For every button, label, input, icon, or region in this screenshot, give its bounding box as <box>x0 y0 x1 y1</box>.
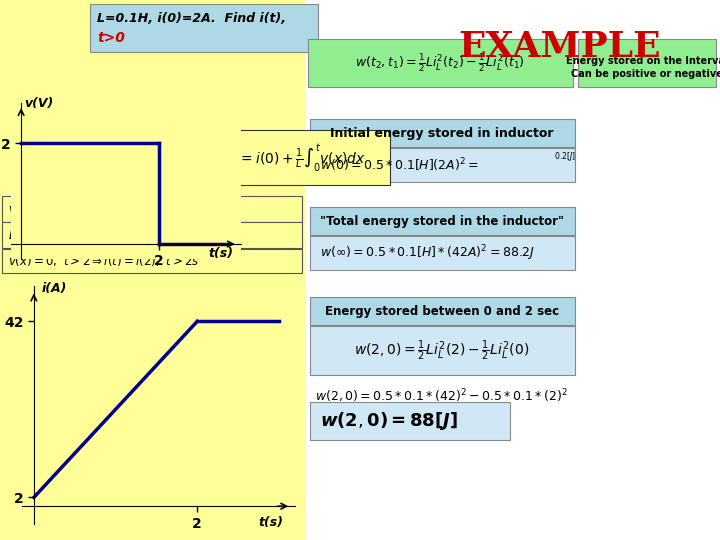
Text: t(s): t(s) <box>258 516 283 529</box>
Text: $\boldsymbol{w(2,0)=88[J]}$: $\boldsymbol{w(2,0)=88[J]}$ <box>320 410 458 432</box>
Text: $v(x)=0;\ t>2\Rightarrow i(t)=i(2);\ t>2s$: $v(x)=0;\ t>2\Rightarrow i(t)=i(2);\ t>2… <box>8 253 199 268</box>
Text: $^{0.2[J]}$: $^{0.2[J]}$ <box>554 152 576 164</box>
Bar <box>2 196 302 222</box>
Bar <box>90 4 318 52</box>
Text: $i(t)=i(0)+\frac{1}{L}\int_0^t v(x)dx$: $i(t)=i(0)+\frac{1}{L}\int_0^t v(x)dx$ <box>218 142 366 174</box>
Text: $v(x)=2\Rightarrow\int_0^t v(x)dx=2t;\ \ 0<t\leq 2$: $v(x)=2\Rightarrow\int_0^t v(x)dx=2t;\ \… <box>8 195 208 223</box>
Text: Energy stored on the Interval: Energy stored on the Interval <box>566 56 720 66</box>
Text: $L=0.1H\Rightarrow i(t)=2+20t;\ 0\leq t\leq 2s$: $L=0.1H\Rightarrow i(t)=2+20t;\ 0\leq t\… <box>8 227 210 242</box>
Text: Can be positive or negative: Can be positive or negative <box>571 69 720 79</box>
Text: Energy stored between 0 and 2 sec: Energy stored between 0 and 2 sec <box>325 305 559 318</box>
Text: $w(\infty)=0.5*0.1[H]*(42A)^2=88.2J$: $w(\infty)=0.5*0.1[H]*(42A)^2=88.2J$ <box>320 243 535 263</box>
Bar <box>308 39 573 87</box>
Bar <box>578 39 716 87</box>
Text: Initial energy stored in inductor: Initial energy stored in inductor <box>330 126 554 139</box>
Text: i(A): i(A) <box>42 282 68 295</box>
Text: t(s): t(s) <box>208 247 233 260</box>
Bar <box>310 297 575 325</box>
Bar <box>310 236 575 270</box>
Text: "Total energy stored in the inductor": "Total energy stored in the inductor" <box>320 214 564 227</box>
Bar <box>310 326 575 375</box>
Text: $w(0)=0.5*0.1[H](2A)^2=$: $w(0)=0.5*0.1[H](2A)^2=$ <box>320 156 479 174</box>
Bar <box>2 222 302 248</box>
Bar <box>310 119 575 147</box>
Text: $w(2,0)=\frac{1}{2}Li_L^2(2)-\frac{1}{2}Li_L^2(0)$: $w(2,0)=\frac{1}{2}Li_L^2(2)-\frac{1}{2}… <box>354 339 530 363</box>
Text: t>0: t>0 <box>97 31 125 45</box>
Text: v(V): v(V) <box>24 97 54 110</box>
Bar <box>195 130 390 185</box>
Text: EXAMPLE: EXAMPLE <box>459 30 661 64</box>
Bar <box>2 249 302 273</box>
Text: $w(2,0)=0.5*0.1*(42)^2-0.5*0.1*(2)^2$: $w(2,0)=0.5*0.1*(42)^2-0.5*0.1*(2)^2$ <box>315 387 568 404</box>
Text: L=0.1H, i(0)=2A.  Find i(t),: L=0.1H, i(0)=2A. Find i(t), <box>97 12 286 25</box>
Text: $w(t_2,t_1)=\frac{1}{2}Li_L^2(t_2)-\frac{1}{2}Li_L^2(t_1)$: $w(t_2,t_1)=\frac{1}{2}Li_L^2(t_2)-\frac… <box>355 52 525 74</box>
Bar <box>0 270 305 540</box>
Bar <box>0 0 305 270</box>
Bar <box>310 207 575 235</box>
Bar <box>310 148 575 182</box>
Bar <box>310 402 510 440</box>
